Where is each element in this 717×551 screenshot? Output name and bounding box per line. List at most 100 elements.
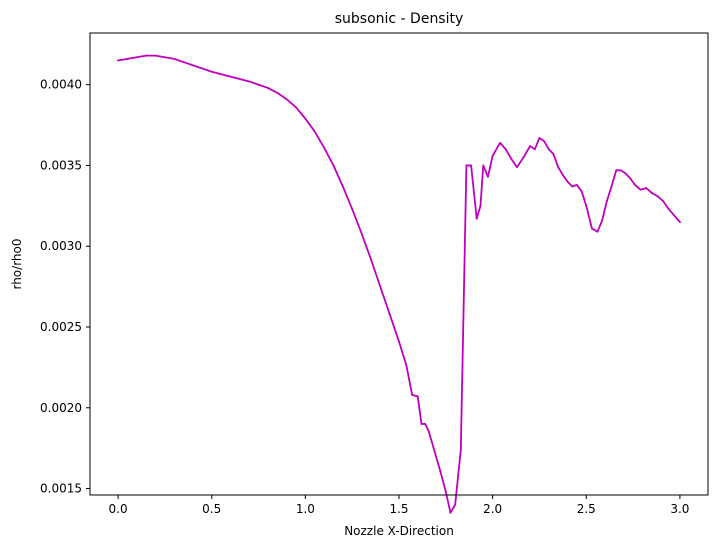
data-point: [504, 148, 507, 151]
data-point: [561, 174, 564, 177]
data-point: [470, 164, 472, 167]
data-point: [229, 75, 232, 78]
x-tick-label: 0.5: [202, 502, 221, 516]
data-point: [475, 217, 478, 220]
data-point: [398, 340, 400, 343]
data-point: [510, 158, 513, 160]
data-point: [433, 450, 436, 453]
data-point: [424, 423, 427, 425]
data-point: [590, 227, 593, 230]
data-point: [351, 208, 354, 210]
data-point: [370, 258, 372, 261]
data-point: [662, 200, 664, 202]
data-point: [522, 156, 525, 159]
data-point: [323, 146, 325, 149]
data-point: [576, 183, 578, 186]
data-point: [428, 431, 430, 433]
data-point: [601, 219, 604, 222]
data-point: [585, 204, 588, 207]
x-tick-label: 3.0: [670, 502, 689, 516]
data-point: [164, 56, 166, 59]
data-point: [360, 232, 363, 235]
data-point: [341, 185, 344, 188]
data-point: [557, 166, 560, 168]
data-point: [285, 98, 288, 101]
data-point: [580, 190, 583, 193]
x-tick-label: 1.0: [296, 502, 315, 516]
data-point: [444, 490, 447, 493]
data-point: [491, 154, 494, 157]
data-point: [650, 192, 653, 194]
x-tick-label: 2.5: [577, 502, 596, 516]
chart-title: subsonic - Density: [335, 11, 464, 27]
data-point: [465, 164, 468, 167]
data-point: [596, 230, 599, 233]
data-point: [416, 395, 419, 398]
y-tick-label: 0.0020: [40, 401, 82, 415]
data-point: [543, 140, 546, 143]
data-point: [117, 59, 119, 62]
data-point: [192, 64, 194, 67]
data-point: [499, 141, 502, 144]
data-point: [610, 185, 613, 188]
data-point: [313, 130, 316, 133]
data-point: [529, 145, 531, 147]
data-point: [487, 175, 489, 178]
data-point: [135, 56, 138, 59]
x-tick-label: 0.0: [109, 502, 128, 516]
data-point: [605, 200, 608, 202]
data-point: [304, 117, 307, 120]
x-tick-label: 1.5: [389, 502, 408, 516]
data-point: [516, 166, 518, 168]
data-point: [154, 54, 157, 57]
data-point: [538, 137, 541, 139]
data-point: [405, 364, 408, 367]
data-point: [449, 511, 452, 514]
data-point: [459, 448, 462, 451]
y-tick-label: 0.0040: [40, 78, 82, 92]
data-point: [267, 87, 269, 89]
x-axis: 0.0 0.5 1.0 1.5 2.0 2.5 3.0: [109, 495, 689, 516]
data-point: [379, 285, 382, 288]
data-point: [667, 208, 670, 210]
data-point: [624, 172, 627, 175]
x-axis-label: Nozzle X-Direction: [344, 524, 454, 538]
data-point: [482, 164, 485, 167]
data-point: [145, 54, 148, 57]
data-point: [454, 503, 457, 506]
data-point: [332, 164, 335, 167]
data-point: [411, 393, 414, 396]
data-point: [629, 177, 632, 180]
data-point: [210, 70, 213, 73]
data-point: [656, 195, 659, 198]
data-point: [645, 187, 648, 189]
data-point: [639, 188, 642, 191]
data-point: [248, 80, 251, 83]
x-tick-label: 2.0: [483, 502, 502, 516]
y-axis-label: rho/rho0: [10, 238, 24, 289]
data-point: [615, 169, 618, 172]
y-tick-label: 0.0015: [40, 482, 82, 496]
data-point: [276, 91, 279, 94]
data-point: [620, 169, 622, 172]
y-axis: 0.0015 0.0020 0.0025 0.0030 0.0035 0.0040: [40, 78, 90, 496]
data-point: [533, 148, 536, 151]
data-point: [552, 153, 555, 156]
data-point: [295, 106, 297, 109]
y-tick-label: 0.0035: [40, 158, 82, 172]
data-point: [679, 221, 681, 223]
y-tick-label: 0.0025: [40, 320, 82, 334]
plot-layer: [117, 54, 681, 514]
data-point: [126, 57, 129, 60]
data-point: [173, 57, 176, 60]
y-tick-label: 0.0030: [40, 239, 82, 253]
data-point: [673, 214, 676, 217]
data-point: [439, 469, 442, 472]
data-point: [634, 183, 636, 186]
data-point: [566, 180, 569, 183]
data-point: [420, 423, 423, 425]
data-point: [547, 148, 550, 151]
